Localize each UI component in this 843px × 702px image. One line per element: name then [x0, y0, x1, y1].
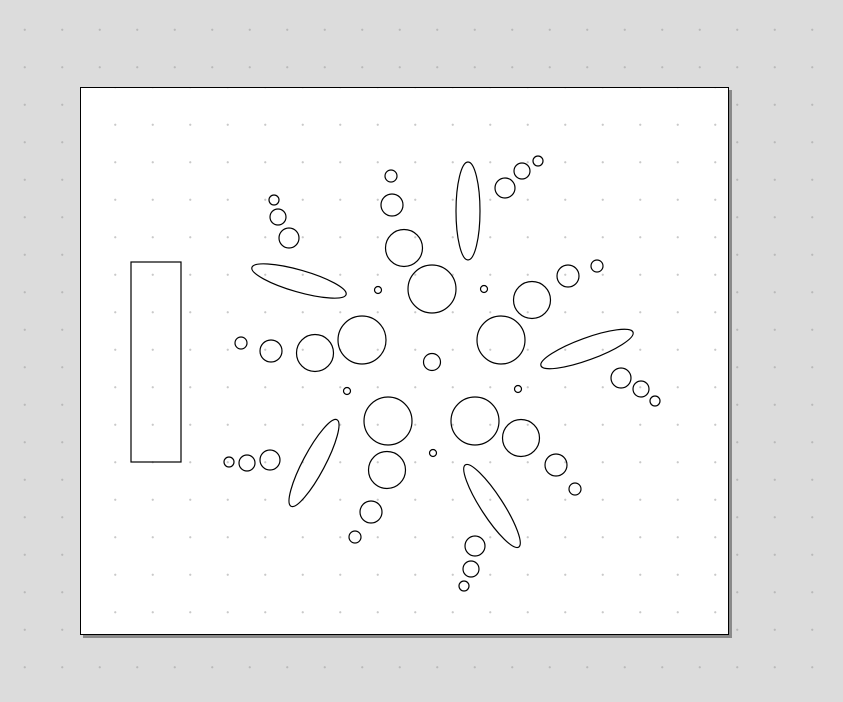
circle-arm-up[interactable] [384, 228, 424, 268]
circle-large[interactable] [337, 315, 387, 365]
circle-arm-up[interactable] [384, 169, 398, 183]
ellipse-lower-right[interactable] [456, 459, 528, 553]
circle-arm-left[interactable] [234, 336, 248, 350]
circle-trail-top[interactable] [532, 155, 544, 167]
circle-trail-upper-left[interactable] [269, 208, 287, 226]
circle-arm-upper-right[interactable] [556, 264, 580, 288]
drawing-page[interactable] [80, 87, 729, 635]
circle-dot[interactable] [479, 284, 489, 294]
rectangle-shape[interactable] [130, 261, 182, 463]
circle-large[interactable] [407, 264, 457, 314]
circle-arm-up[interactable] [380, 193, 404, 217]
circle-arm-lower-right[interactable] [544, 453, 568, 477]
circle-arm-upper-right[interactable] [590, 259, 604, 273]
circle-large[interactable] [450, 396, 500, 446]
circle-trail-top[interactable] [494, 177, 516, 199]
circle-trail-right[interactable] [610, 367, 632, 389]
circle-center[interactable] [422, 352, 442, 372]
circle-trail-right[interactable] [632, 380, 650, 398]
circle-arm-lower-left[interactable] [367, 450, 407, 490]
circle-arm-lower-left[interactable] [359, 500, 383, 524]
circle-arm-lower-right[interactable] [501, 418, 541, 458]
circle-arm-upper-right[interactable] [512, 280, 552, 320]
circle-trail-lower-right[interactable] [458, 580, 470, 592]
circle-dot[interactable] [428, 448, 438, 458]
circle-arm-lower-left[interactable] [348, 530, 362, 544]
circle-trail-lower-left[interactable] [259, 449, 281, 471]
circle-dot[interactable] [513, 384, 523, 394]
circle-large[interactable] [476, 315, 526, 365]
circle-trail-upper-left[interactable] [268, 194, 280, 206]
circle-trail-top[interactable] [513, 162, 531, 180]
circle-arm-left[interactable] [259, 339, 283, 363]
circle-dot[interactable] [342, 386, 352, 396]
circle-trail-lower-right[interactable] [462, 560, 480, 578]
ellipse-upper-left[interactable] [249, 257, 349, 305]
circle-trail-upper-left[interactable] [278, 227, 300, 249]
circle-trail-lower-right[interactable] [464, 535, 486, 557]
ellipse-lower-left[interactable] [281, 415, 346, 512]
circle-large[interactable] [363, 396, 413, 446]
circle-trail-lower-left[interactable] [223, 456, 235, 468]
circle-trail-lower-left[interactable] [238, 454, 256, 472]
ellipse-right[interactable] [537, 322, 637, 376]
circle-arm-left[interactable] [295, 333, 335, 373]
circle-dot[interactable] [373, 285, 383, 295]
ellipse-top[interactable] [455, 161, 481, 261]
circle-trail-right[interactable] [649, 395, 661, 407]
circle-arm-lower-right[interactable] [568, 482, 582, 496]
